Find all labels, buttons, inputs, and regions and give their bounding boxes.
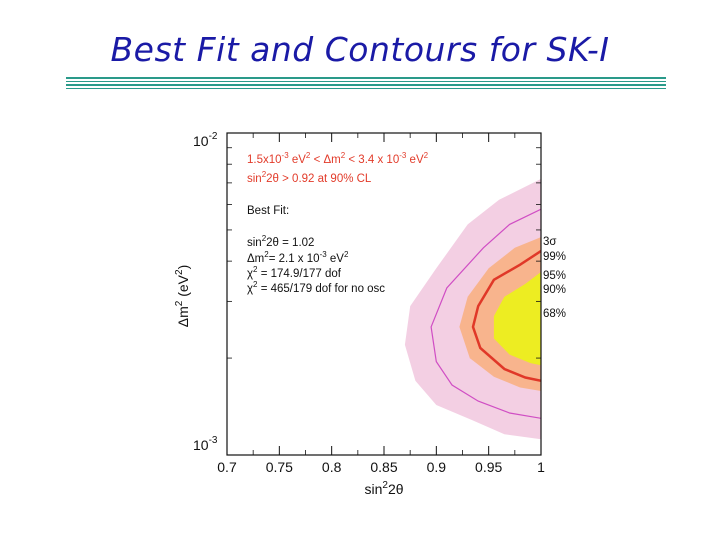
level-label: 90% <box>543 284 566 296</box>
level-label: 99% <box>543 251 566 263</box>
level-label: 68% <box>543 308 566 320</box>
title-underline <box>66 84 666 86</box>
y-tick-label: 10-3 <box>193 435 218 453</box>
no-osc-chi2: χ2 = 465/179 dof for no osc <box>247 280 385 295</box>
contour-layer <box>404 178 541 440</box>
x-tick-label: 0.8 <box>322 459 342 475</box>
x-tick-label: 0.75 <box>266 459 293 475</box>
best-fit-label: Best Fit: <box>247 205 289 217</box>
x-tick-label: 0.85 <box>370 459 397 475</box>
x-tick-label: 0.9 <box>427 459 447 475</box>
title-underline <box>66 77 666 79</box>
y-axis-label: Δm2 (eV2) <box>174 265 191 328</box>
best-fit-dm2: Δm2= 2.1 x 10-3 eV2 <box>247 250 349 265</box>
tick-layer: 0.7 0.75 0.8 0.85 0.9 0.95 1 <box>217 132 545 475</box>
y-tick-label: 10-2 <box>193 131 218 149</box>
contour-68pct <box>493 272 541 366</box>
x-tick-label: 0.95 <box>475 459 502 475</box>
best-fit-chi2: χ2 = 174.9/177 dof <box>247 265 342 280</box>
title-underline <box>66 88 666 89</box>
level-label: 3σ <box>543 236 557 248</box>
contour-99pct <box>430 208 541 419</box>
range-annotation: 1.5x10-3 eV2 < Δm2 < 3.4 x 10-3 eV2 <box>247 151 429 166</box>
x-tick-label: 1 <box>537 459 545 475</box>
x-tick-label: 0.7 <box>217 459 237 475</box>
level-label: 95% <box>543 270 566 282</box>
cl-annotation: sin22θ > 0.92 at 90% CL <box>247 170 372 185</box>
best-fit-sin2theta: sin22θ = 1.02 <box>247 234 314 249</box>
x-axis-label: sin22θ <box>364 480 403 497</box>
title-underline <box>66 81 666 82</box>
slide-title: Best Fit and Contours for SK-I <box>110 30 610 69</box>
